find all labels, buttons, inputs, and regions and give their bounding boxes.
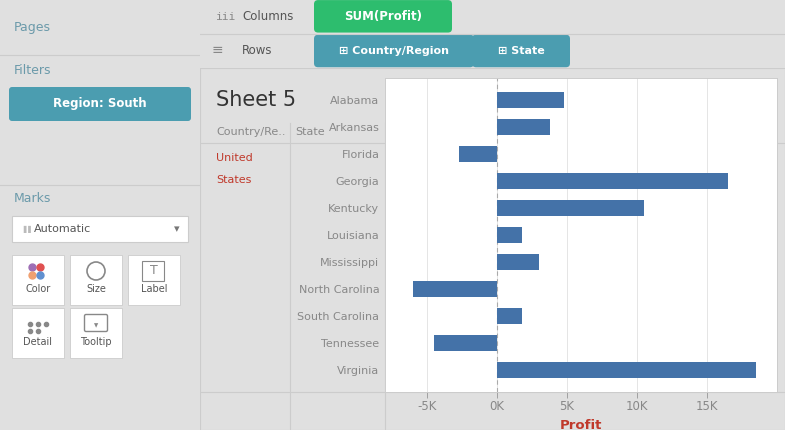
FancyBboxPatch shape bbox=[9, 87, 191, 121]
Bar bbox=[459, 146, 497, 162]
Text: ≡: ≡ bbox=[212, 43, 224, 57]
Text: Country/Re..: Country/Re.. bbox=[216, 127, 286, 137]
Bar bbox=[12, 216, 188, 242]
Bar bbox=[497, 362, 756, 378]
Text: ▾: ▾ bbox=[174, 224, 180, 234]
Bar bbox=[497, 92, 564, 108]
Bar bbox=[128, 255, 180, 305]
Text: T: T bbox=[150, 264, 158, 277]
Bar bbox=[497, 254, 539, 270]
X-axis label: Profit: Profit bbox=[560, 419, 602, 430]
Bar bbox=[497, 119, 550, 135]
Bar bbox=[70, 308, 122, 358]
Text: State: State bbox=[295, 127, 325, 137]
Text: Detail: Detail bbox=[24, 337, 53, 347]
Bar bbox=[12, 308, 64, 358]
Text: United: United bbox=[216, 153, 253, 163]
Text: Columns: Columns bbox=[242, 10, 294, 24]
Text: Label: Label bbox=[141, 284, 167, 294]
Text: Tooltip: Tooltip bbox=[80, 337, 111, 347]
Text: ⊞ State: ⊞ State bbox=[498, 46, 544, 56]
Bar bbox=[497, 227, 522, 243]
Text: Sheet 5: Sheet 5 bbox=[216, 90, 296, 110]
Text: ▼: ▼ bbox=[94, 323, 98, 328]
Text: Pages: Pages bbox=[14, 22, 51, 34]
Text: Filters: Filters bbox=[14, 64, 52, 77]
Bar bbox=[497, 173, 728, 189]
Text: Automatic: Automatic bbox=[34, 224, 91, 234]
FancyBboxPatch shape bbox=[472, 35, 570, 67]
Text: ⊞ Country/Region: ⊞ Country/Region bbox=[339, 46, 449, 56]
Bar bbox=[413, 281, 497, 297]
Text: Color: Color bbox=[25, 284, 50, 294]
FancyBboxPatch shape bbox=[314, 35, 474, 67]
Text: States: States bbox=[216, 175, 251, 185]
Text: ▐▐: ▐▐ bbox=[20, 225, 31, 233]
Text: Region: South: Region: South bbox=[53, 98, 147, 111]
Text: Size: Size bbox=[86, 284, 106, 294]
Bar bbox=[497, 200, 644, 216]
Bar bbox=[497, 308, 522, 324]
FancyBboxPatch shape bbox=[314, 0, 452, 33]
Bar bbox=[12, 255, 64, 305]
Bar bbox=[142, 261, 164, 281]
Text: Marks: Marks bbox=[14, 191, 51, 205]
Text: iii: iii bbox=[216, 12, 236, 22]
Text: Rows: Rows bbox=[242, 44, 272, 57]
Bar bbox=[434, 335, 497, 351]
Bar bbox=[70, 255, 122, 305]
Text: SUM(Profit): SUM(Profit) bbox=[344, 10, 422, 23]
